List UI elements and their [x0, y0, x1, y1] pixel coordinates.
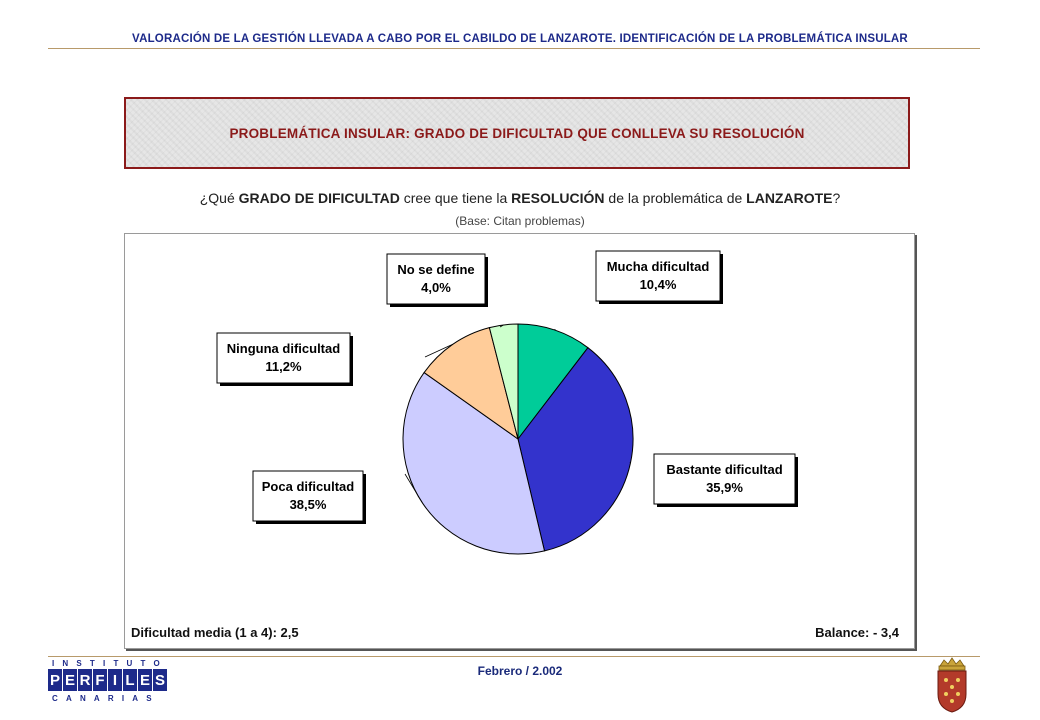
leader-line: [404, 473, 424, 504]
logo-letter: S: [153, 669, 167, 691]
sample-base: (Base: Citan problemas): [455, 214, 585, 228]
slide-title: PROBLEMÁTICA INSULAR: GRADO DE DIFICULTA…: [229, 125, 805, 141]
slice-label-box: [595, 250, 721, 302]
leader-line: [424, 343, 453, 358]
slice-label: Ninguna dificultad: [227, 341, 340, 356]
coat-of-arms-icon: [937, 657, 967, 713]
slice-value-label: 4,0%: [421, 280, 451, 295]
question-emphasis: RESOLUCIÓN: [511, 190, 605, 206]
footer-divider: [48, 656, 980, 657]
slice-label-box: [386, 253, 486, 305]
report-date: Febrero / 2.002: [477, 664, 563, 678]
pie-slice: [517, 323, 589, 441]
logo-letter: F: [93, 669, 107, 691]
slice-label: No se define: [397, 262, 474, 277]
slice-value-label: 35,9%: [706, 480, 743, 495]
logo-letter: I: [108, 669, 122, 691]
question-part: ?: [832, 190, 841, 206]
chart-frame: Mucha dificultad 10,4% Bastante dificultad…: [124, 233, 915, 649]
logo-letter: P: [48, 669, 62, 691]
question-part: de la problemática de: [604, 190, 747, 206]
logo-letter: E: [63, 669, 77, 691]
pie-chart: Mucha dificultad 10,4% Bastante dificultad…: [216, 250, 798, 555]
question-emphasis: GRADO DE DIFICULTAD: [238, 190, 400, 206]
question-emphasis: LANZAROTE: [746, 190, 833, 206]
logo-letter: L: [123, 669, 137, 691]
logo-letter: E: [138, 669, 152, 691]
balance-value: Balance: - 3,4: [815, 625, 899, 640]
header-divider: [48, 48, 980, 49]
logo-bottom-text: CANARIAS: [52, 694, 160, 703]
slice-label-box: [216, 332, 351, 384]
slice-label-box: [252, 470, 364, 522]
slice-label-box: [653, 453, 796, 505]
header-title: VALORACIÓN DE LA GESTIÓN LLEVADA A CABO …: [132, 33, 908, 45]
slice-label: Poca dificultad: [262, 479, 355, 494]
pie-slice: [423, 327, 519, 441]
slice-value-label: 10,4%: [640, 277, 677, 292]
leader-line: [499, 324, 504, 328]
logo-top-text: INSTITUTO: [52, 659, 168, 668]
slice-value-label: 11,2%: [265, 359, 302, 374]
question-part: ¿Qué: [199, 190, 239, 206]
slice-label: Mucha dificultad: [607, 259, 710, 274]
pie-slice: [488, 323, 519, 440]
average-difficulty: Dificultad media (1 a 4): 2,5: [131, 625, 299, 640]
question-part: cree que tiene la: [399, 190, 512, 206]
slide-title-box: PROBLEMÁTICA INSULAR: GRADO DE DIFICULTA…: [124, 97, 910, 169]
slice-label: Bastante dificultad: [666, 462, 782, 477]
survey-question: ¿Qué GRADO DE DIFICULTAD cree que tiene …: [0, 190, 1040, 206]
slice-value-label: 38,5%: [290, 497, 327, 512]
logo-letter: R: [78, 669, 92, 691]
